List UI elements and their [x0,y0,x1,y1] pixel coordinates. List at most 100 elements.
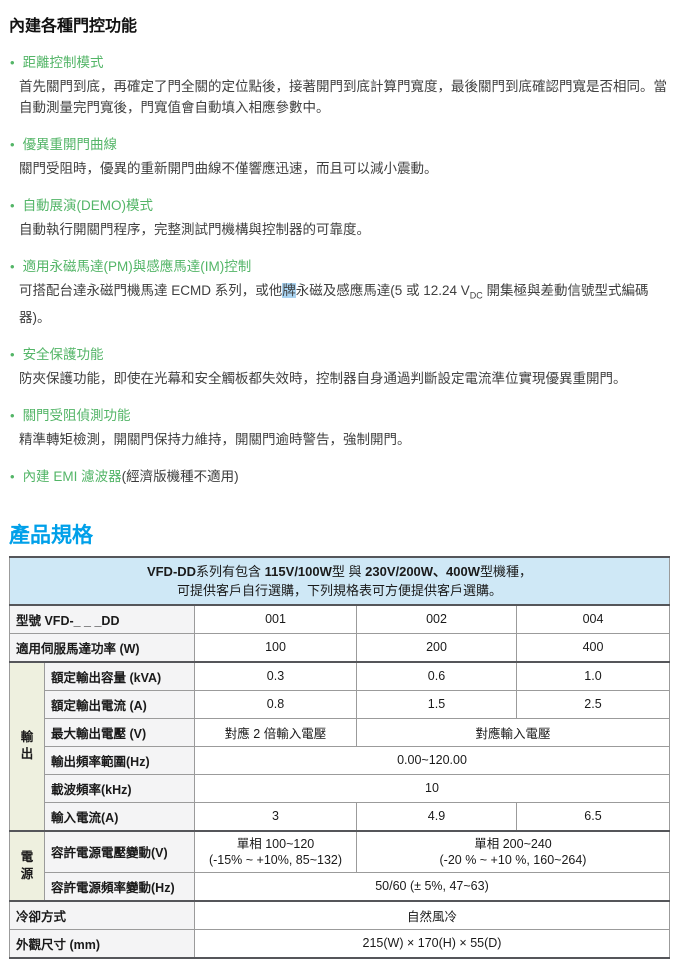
feature-heading-text: 優異重開門曲線 [22,137,118,152]
cell-value: 2.5 [516,689,670,719]
cell-value: 100 [194,632,357,663]
table-row-carrier-freq: 載波頻率(kHz) 10 [10,773,670,803]
body-text-segment: 永磁及感應馬達(5 或 12.24 V [295,283,470,298]
cell-value: 400 [516,632,670,663]
feature-item-reopen-curve: • 優異重開門曲線 關門受阻時，優異的重新開門曲線不僅響應迅速，而且可以減小震動… [9,133,670,179]
feature-heading-text: 距離控制模式 [22,55,104,70]
feature-item-safety-protection: • 安全保護功能 防夾保護功能，即使在光幕和安全觸板都失效時，控制器自身通過判斷… [9,343,670,389]
feature-heading: • 自動展演(DEMO)模式 [9,194,670,214]
table-row-banner: VFD-DD系列有包含 115V/100W型 與 230V/200W、400W型… [9,556,670,606]
spec-table: VFD-DD系列有包含 115V/100W型 與 230V/200W、400W型… [9,555,670,959]
bullet-icon: • [10,198,15,213]
cell-value: 0.8 [194,689,357,719]
bullet-icon: • [10,407,15,423]
value-line: (-15% ~ +10%, 85~132) [208,852,343,867]
group-cell-power: 電源 [9,829,45,902]
features-section-title: 內建各種門控功能 [9,18,138,35]
banner-bold: 230V/200W、400W [365,563,481,579]
table-row-voltage-variation: 電源 容許電源電壓變動(V) 單相 100~120 (-15% ~ +10%, … [9,829,670,902]
vdc-subscript: DC [469,290,483,301]
value-line: 單相 100~120 [236,836,315,851]
table-row-input-current: 輸入電流(A) 3 4.9 6.5 [10,801,670,832]
bullet-icon: • [10,468,15,484]
table-row-cooling: 冷卻方式 自然風冷 [9,899,670,930]
banner-bold: VFD-DD [146,563,197,579]
body-text-segment: 可搭配台達永磁門機馬達 ECMD 系列，或他 [19,283,283,298]
row-label: 型號 VFD-_ _ _DD [9,603,195,634]
feature-item-emi-filter: • 內建 EMI 濾波器 (經濟版機種不適用) [9,465,670,485]
group-cell-output: 輸出 [9,660,45,832]
table-row-model: 型號 VFD-_ _ _DD 001 002 004 [9,603,670,634]
row-label: 冷卻方式 [9,899,195,930]
feature-heading: • 距離控制模式 [9,51,670,71]
row-label: 輸出頻率範圍(Hz) [44,745,195,775]
value-line: (-20 % ~ +10 %, 160~264) [439,852,587,867]
row-label: 輸入電流(A) [44,801,195,832]
bullet-icon: • [10,259,15,274]
cell-value: 50/60 (± 5%, 47~63) [194,871,670,902]
cell-value: 10 [194,773,670,803]
bullet-icon: • [10,55,15,70]
cell-value: 004 [516,603,670,634]
feature-heading: • 優異重開門曲線 [9,133,670,153]
feature-heading-text: 自動展演(DEMO)模式 [22,198,154,213]
feature-body: 關門受阻時，優異的重新開門曲線不僅響應迅速，而且可以減小震動。 [19,161,438,176]
cell-value: 200 [356,632,517,663]
row-label: 最大輸出電壓 (V) [44,717,195,747]
cell-value: 自然風冷 [194,899,670,930]
table-row-motor-power: 適用伺服馬達功率 (W) 100 200 400 [9,632,670,663]
bullet-icon: • [10,346,15,362]
selected-text: 牌 [282,283,296,298]
row-label: 載波頻率(kHz) [44,773,195,803]
table-row-rated-current: 額定輸出電流 (A) 0.8 1.5 2.5 [10,689,670,719]
cell-value: 3 [194,801,357,832]
cell-value: 0.3 [194,660,357,691]
spec-section-title: 產品規格 [9,523,93,547]
cell-value: 215(W) × 170(H) × 55(D) [194,928,670,959]
banner-line2: 可提供客戶自行選購，下列規格表可方便提供客戶選購。 [176,582,502,598]
feature-heading-text: 安全保護功能 [22,346,104,362]
cell-value: 對應 2 倍輸入電壓 [194,717,357,747]
feature-heading: • 適用永磁馬達(PM)與感應馬達(IM)控制 [9,255,670,275]
row-label: 容許電源頻率變動(Hz) [44,871,195,902]
cell-value: 002 [356,603,517,634]
feature-body: 精準轉矩檢測，開關門保持力維持，開關門逾時警告，強制開門。 [19,431,411,447]
feature-heading: • 安全保護功能 [9,343,670,363]
feature-item-pm-im-control: • 適用永磁馬達(PM)與感應馬達(IM)控制 可搭配台達永磁門機馬達 ECMD… [9,255,670,328]
feature-heading: • 內建 EMI 濾波器 (經濟版機種不適用) [9,465,670,485]
feature-body: 自動執行開關門程序，完整測試門機構與控制器的可靠度。 [19,222,370,237]
table-row-max-voltage: 最大輸出電壓 (V) 對應 2 倍輸入電壓 對應輸入電壓 [10,717,670,747]
feature-heading-text: 關門受阻偵測功能 [22,407,131,423]
feature-body: 首先關門到底，再確定了門全關的定位點後，接著開門到底計算門寬度，最後關門到底確認… [19,79,667,115]
feature-item-demo-mode: • 自動展演(DEMO)模式 自動執行開關門程序，完整測試門機構與控制器的可靠度… [9,194,670,240]
banner-text: 系列有包含 [196,563,265,579]
table-row-freq-range: 輸出頻率範圍(Hz) 0.00~120.00 [10,745,670,775]
cell-value: 0.6 [356,660,517,691]
feature-heading: • 關門受阻偵測功能 [9,404,670,424]
table-row-freq-variation: 容許電源頻率變動(Hz) 50/60 (± 5%, 47~63) [10,871,670,902]
row-label: 額定輸出容量 (kVA) [44,660,195,691]
banner-text: 型 與 [331,563,366,579]
feature-item-distance-control: • 距離控制模式 首先關門到底，再確定了門全關的定位點後，接著開門到底計算門寬度… [9,51,670,118]
feature-heading-text: 內建 EMI 濾波器 [22,468,122,484]
feature-heading-text: 適用永磁馬達(PM)與感應馬達(IM)控制 [22,259,252,274]
series-banner: VFD-DD系列有包含 115V/100W型 與 230V/200W、400W型… [9,556,670,606]
row-label: 適用伺服馬達功率 (W) [9,632,195,663]
cell-value: 單相 100~120 (-15% ~ +10%, 85~132) [194,829,357,873]
cell-value: 4.9 [356,801,517,832]
value-line: 單相 200~240 [474,836,552,851]
cell-value: 0.00~120.00 [194,745,670,775]
row-label: 容許電源電壓變動(V) [44,829,195,873]
feature-body: 防夾保護功能，即使在光幕和安全觸板都失效時，控制器自身通過判斷設定電流準位實現優… [19,370,627,386]
feature-heading-note: (經濟版機種不適用) [121,468,239,484]
cell-value: 對應輸入電壓 [356,717,670,747]
banner-bold: 115V/100W [264,563,332,579]
cell-value: 6.5 [516,801,670,832]
feature-item-obstruction-detect: • 關門受阻偵測功能 精準轉矩檢測，開關門保持力維持，開關門逾時警告，強制開門。 [9,404,670,450]
cell-value: 1.0 [516,660,670,691]
body-text-segment: 開集極與差動信號型式編碼器)。 [19,283,649,325]
banner-text: 型機種， [480,563,533,579]
cell-value: 001 [194,603,357,634]
row-label: 外觀尺寸 (mm) [9,928,195,959]
